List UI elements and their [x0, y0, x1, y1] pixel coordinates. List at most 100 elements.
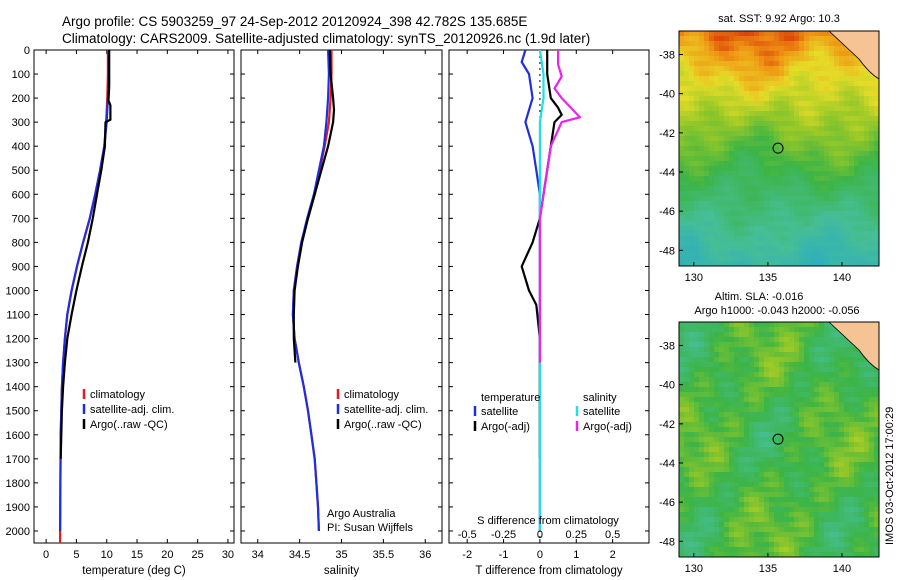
series-argo-raw-qc- [292, 50, 336, 363]
map-y-tick-label: -44 [659, 167, 675, 179]
map-y-tick-label: -44 [659, 458, 675, 470]
map-field [679, 31, 879, 266]
x-tick-label: 35 [335, 549, 347, 561]
legend-label: satellite-adj. clim. [344, 404, 428, 416]
legend-label: Argo(-adj) [481, 421, 530, 433]
x-tick-label: 35.5 [373, 549, 394, 561]
header-line1: Argo profile: CS 5903259_97 24-Sep-2012 … [62, 14, 527, 29]
map-y-tick-label: -38 [659, 50, 675, 62]
legend-label: satellite-adj. clim. [90, 404, 174, 416]
map-y-tick-label: -48 [659, 245, 675, 257]
argo-location-marker [772, 433, 784, 445]
x-tick-label: -2 [462, 549, 472, 561]
map-frame [678, 321, 880, 558]
y-tick-label: 0 [24, 45, 30, 57]
x-tick-top-label: 0.5 [605, 529, 620, 541]
x-tick-label: 34 [252, 549, 264, 561]
map-x-tick-label: 130 [685, 272, 703, 284]
x-tick-label: -1 [499, 549, 509, 561]
map-y-tick-label: -42 [659, 419, 675, 431]
side-timestamp: IMOS 03-Oct-2012 17:00:29 [884, 407, 896, 545]
y-tick-label: 600 [12, 189, 30, 201]
x-tick-label: 1 [573, 549, 579, 561]
y-tick-label: 2000 [6, 526, 30, 538]
y-tick-label: 1800 [6, 478, 30, 490]
y-tick-label: 200 [12, 93, 30, 105]
legend-label: Argo(..raw -QC) [90, 419, 168, 431]
y-tick-label: 1200 [6, 334, 30, 346]
map-subtitle: Argo h1000: -0.043 h2000: -0.056 [694, 305, 859, 317]
map-y-tick-label: -48 [659, 536, 675, 548]
legend-label: Argo(-adj) [583, 421, 632, 433]
map-x-tick-label: 140 [833, 563, 851, 575]
salinity-panel: 34 34.5 35 35.5 36 salinity climatology satelli… [240, 49, 443, 577]
y-tick-label: 300 [12, 117, 30, 129]
series-satellite-adj-clim- [291, 50, 330, 532]
map-x-tick-label: 140 [833, 272, 851, 284]
x-tick-top-label: 0 [537, 529, 543, 541]
series-satellite [520, 50, 542, 531]
map-x-tick-label: 135 [759, 563, 777, 575]
map-y-tick-label: -46 [659, 206, 675, 218]
y-tick-label: 500 [12, 165, 30, 177]
map-frame [678, 30, 880, 267]
x-tick-top-label: -0.5 [458, 529, 477, 541]
map-y-tick-label: -40 [659, 380, 675, 392]
differences-panel: -2 -1 0 1 2 T difference from climatology temp… [448, 49, 650, 577]
sst-map: 130 135 140 -38 -40 -42 -44 -46 -48 sat. SST: 9.9… [659, 13, 880, 284]
y-tick-label: 1600 [6, 430, 30, 442]
y-tick-label: 1500 [6, 406, 30, 418]
x-tick-label: 0 [43, 549, 49, 561]
y-tick-label: 100 [12, 69, 30, 81]
y-tick-label: 1400 [6, 382, 30, 394]
map-field [679, 322, 879, 557]
y-tick-label: 400 [12, 141, 30, 153]
x-tick-label: 36 [419, 549, 431, 561]
x-tick-label: 0 [537, 549, 543, 561]
x-tick-label: 30 [222, 549, 234, 561]
x-tick-top-label: 0.25 [566, 529, 587, 541]
x-tick-label: 5 [73, 549, 79, 561]
y-tick-label: 1000 [6, 285, 30, 297]
legend-label: satellite [481, 406, 518, 418]
legend-label: climatology [90, 389, 146, 401]
y-tick-label: 900 [12, 261, 30, 273]
map-x-tick-label: 135 [759, 272, 777, 284]
series-argo-raw-qc- [59, 50, 112, 459]
land-mass [828, 322, 879, 371]
header-line2: Climatology: CARS2009. Satellite-adjuste… [62, 31, 590, 46]
x-tick-label: 20 [161, 549, 173, 561]
x-tick-top-label: -0.25 [491, 529, 516, 541]
map-y-tick-label: -46 [659, 497, 675, 509]
x-axis-label: T difference from climatology [475, 565, 622, 577]
y-tick-label: 1700 [6, 454, 30, 466]
credit-line2: PI: Susan Wijffels [327, 522, 413, 534]
map-y-tick-label: -42 [659, 128, 675, 140]
map-title: Altim. SLA: -0.016 [715, 291, 804, 303]
series-climatology [58, 50, 110, 543]
plot-frame [240, 49, 443, 544]
legend-label: climatology [344, 389, 400, 401]
legend-label: satellite [583, 406, 620, 418]
series-satellite-adj-clim- [59, 50, 110, 532]
argo-location-marker [772, 142, 784, 154]
x-tick-label: 2 [610, 549, 616, 561]
map-y-tick-label: -38 [659, 341, 675, 353]
y-tick-label: 800 [12, 237, 30, 249]
map-title: sat. SST: 9.92 Argo: 10.3 [718, 13, 840, 25]
y-tick-label: 1300 [6, 358, 30, 370]
x-tick-label: 34.5 [289, 549, 310, 561]
legend-group-temperature: temperature [481, 392, 540, 404]
y-tick-label: 1900 [6, 502, 30, 514]
x-axis-label: temperature (deg C) [82, 565, 186, 577]
land-mass [828, 31, 879, 80]
series-argo-adj- [538, 50, 582, 363]
x-tick-label: 10 [101, 549, 113, 561]
x-tick-label: 25 [192, 549, 204, 561]
sla-map: 130 135 140 -38 -40 -42 -44 -46 -48 Altim. SLA: -… [659, 291, 880, 575]
x-tick-label: 15 [131, 549, 143, 561]
x-axis-label: salinity [324, 565, 359, 577]
plot-frame [33, 49, 235, 544]
map-x-tick-label: 130 [685, 563, 703, 575]
